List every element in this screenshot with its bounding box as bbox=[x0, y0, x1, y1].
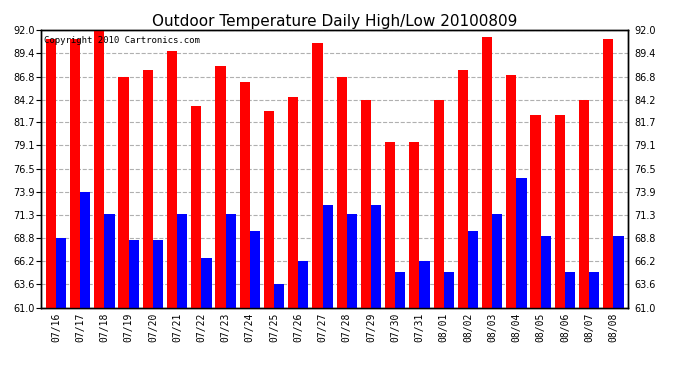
Bar bbox=[506, 75, 516, 308]
Bar bbox=[371, 204, 381, 308]
Bar bbox=[119, 76, 128, 308]
Bar bbox=[603, 39, 613, 308]
Bar bbox=[347, 213, 357, 308]
Text: Copyright 2010 Cartronics.com: Copyright 2010 Cartronics.com bbox=[44, 36, 200, 45]
Bar bbox=[444, 272, 454, 308]
Bar bbox=[70, 39, 80, 308]
Bar bbox=[579, 100, 589, 308]
Bar bbox=[226, 213, 236, 308]
Bar bbox=[153, 240, 163, 308]
Bar bbox=[46, 39, 56, 308]
Bar bbox=[177, 213, 187, 308]
Bar bbox=[128, 240, 139, 308]
Bar bbox=[167, 51, 177, 308]
Bar bbox=[274, 284, 284, 308]
Bar bbox=[482, 37, 492, 308]
Bar bbox=[531, 115, 541, 308]
Bar bbox=[613, 236, 624, 308]
Bar bbox=[433, 100, 444, 308]
Bar bbox=[239, 82, 250, 308]
Bar bbox=[409, 142, 420, 308]
Bar bbox=[288, 97, 298, 308]
Bar bbox=[313, 44, 322, 308]
Bar bbox=[420, 261, 430, 308]
Bar bbox=[298, 261, 308, 308]
Bar bbox=[395, 272, 406, 308]
Bar bbox=[201, 258, 212, 308]
Bar bbox=[541, 236, 551, 308]
Bar bbox=[589, 272, 600, 308]
Bar bbox=[516, 178, 526, 308]
Bar bbox=[468, 231, 478, 308]
Bar bbox=[191, 106, 201, 307]
Bar bbox=[322, 204, 333, 308]
Bar bbox=[104, 213, 115, 308]
Bar bbox=[385, 142, 395, 308]
Bar bbox=[143, 70, 153, 308]
Bar bbox=[361, 100, 371, 308]
Bar bbox=[337, 76, 347, 308]
Bar bbox=[95, 30, 104, 308]
Bar bbox=[555, 115, 565, 308]
Title: Outdoor Temperature Daily High/Low 20100809: Outdoor Temperature Daily High/Low 20100… bbox=[152, 14, 518, 29]
Bar bbox=[80, 192, 90, 308]
Bar bbox=[565, 272, 575, 308]
Bar bbox=[215, 66, 226, 308]
Bar bbox=[492, 213, 502, 308]
Bar bbox=[56, 238, 66, 308]
Bar bbox=[457, 70, 468, 308]
Bar bbox=[250, 231, 260, 308]
Bar bbox=[264, 111, 274, 308]
